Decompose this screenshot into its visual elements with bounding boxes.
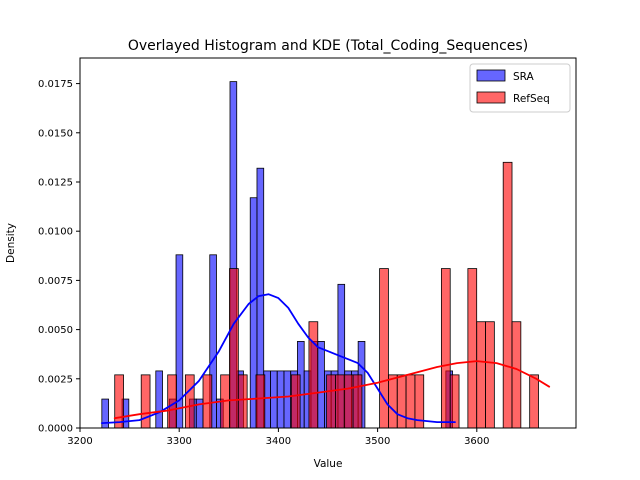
- legend-label-refseq: RefSeq: [513, 93, 550, 105]
- refseq-bar: [290, 374, 301, 429]
- legend: SRA RefSeq: [469, 63, 571, 113]
- refseq-bar: [467, 268, 478, 429]
- sra-kde-line: [100, 293, 456, 425]
- y-tick-label: 0.0150: [38, 128, 73, 139]
- y-axis: 0.0000 0.0025 0.0050 0.0075 0.0100 0.0125 0.01…: [38, 79, 80, 435]
- refseq-bar: [511, 321, 522, 429]
- x-axis-label: Value: [314, 458, 343, 470]
- y-tick-label: 0.0050: [38, 325, 73, 336]
- x-tick-label: 3600: [464, 436, 489, 447]
- x-tick-label: 3400: [266, 436, 291, 447]
- sra-bar: [283, 370, 292, 429]
- sra-bar: [155, 370, 163, 429]
- refseq-bar: [449, 374, 460, 429]
- refseq-bar: [529, 374, 539, 429]
- kde-curves: [100, 293, 551, 425]
- refseq-bar: [396, 374, 407, 429]
- refseq-bar: [440, 268, 451, 429]
- refseq-bar: [326, 374, 336, 429]
- plot-frame: [79, 57, 577, 429]
- refseq-bar: [255, 374, 266, 429]
- x-axis: 3200 3300 3400 3500 3600: [67, 428, 490, 447]
- y-tick-label: 0.0175: [38, 79, 73, 90]
- chart-title: Overlayed Histogram and KDE (Total_Codin…: [128, 38, 528, 54]
- refseq-bar: [140, 374, 151, 429]
- legend-swatch-sra: [476, 69, 506, 82]
- sra-bar: [276, 370, 285, 429]
- y-tick-label: 0.0075: [38, 276, 73, 287]
- refseq-bar: [343, 374, 354, 429]
- refseq-bar: [335, 374, 345, 429]
- refseq-kde-line: [113, 360, 551, 420]
- refseq-bar: [184, 374, 195, 429]
- refseq-bar: [237, 374, 248, 429]
- refseq-bar: [202, 374, 213, 429]
- sra-bar: [317, 341, 325, 429]
- y-tick-label: 0.0000: [38, 424, 73, 435]
- legend-swatch-refseq: [476, 91, 506, 104]
- refseq-bar: [476, 321, 486, 429]
- x-tick-label: 3300: [166, 436, 191, 447]
- y-tick-label: 0.0125: [38, 177, 73, 188]
- refseq-bar: [114, 374, 124, 429]
- y-tick-label: 0.0100: [38, 227, 73, 238]
- y-axis-label: Density: [5, 223, 17, 263]
- refseq-bar: [167, 374, 177, 429]
- sra-bar: [270, 370, 278, 429]
- legend-label-sra: SRA: [513, 71, 535, 83]
- x-tick-label: 3500: [365, 436, 390, 447]
- refseq-bar: [388, 374, 398, 429]
- x-tick-label: 3200: [67, 436, 92, 447]
- y-tick-label: 0.0025: [38, 374, 73, 385]
- refseq-bar: [308, 321, 319, 429]
- refseq-bar: [229, 268, 239, 429]
- refseq-bar: [352, 374, 363, 429]
- refseq-bar: [502, 161, 513, 429]
- refseq-bar: [485, 321, 495, 429]
